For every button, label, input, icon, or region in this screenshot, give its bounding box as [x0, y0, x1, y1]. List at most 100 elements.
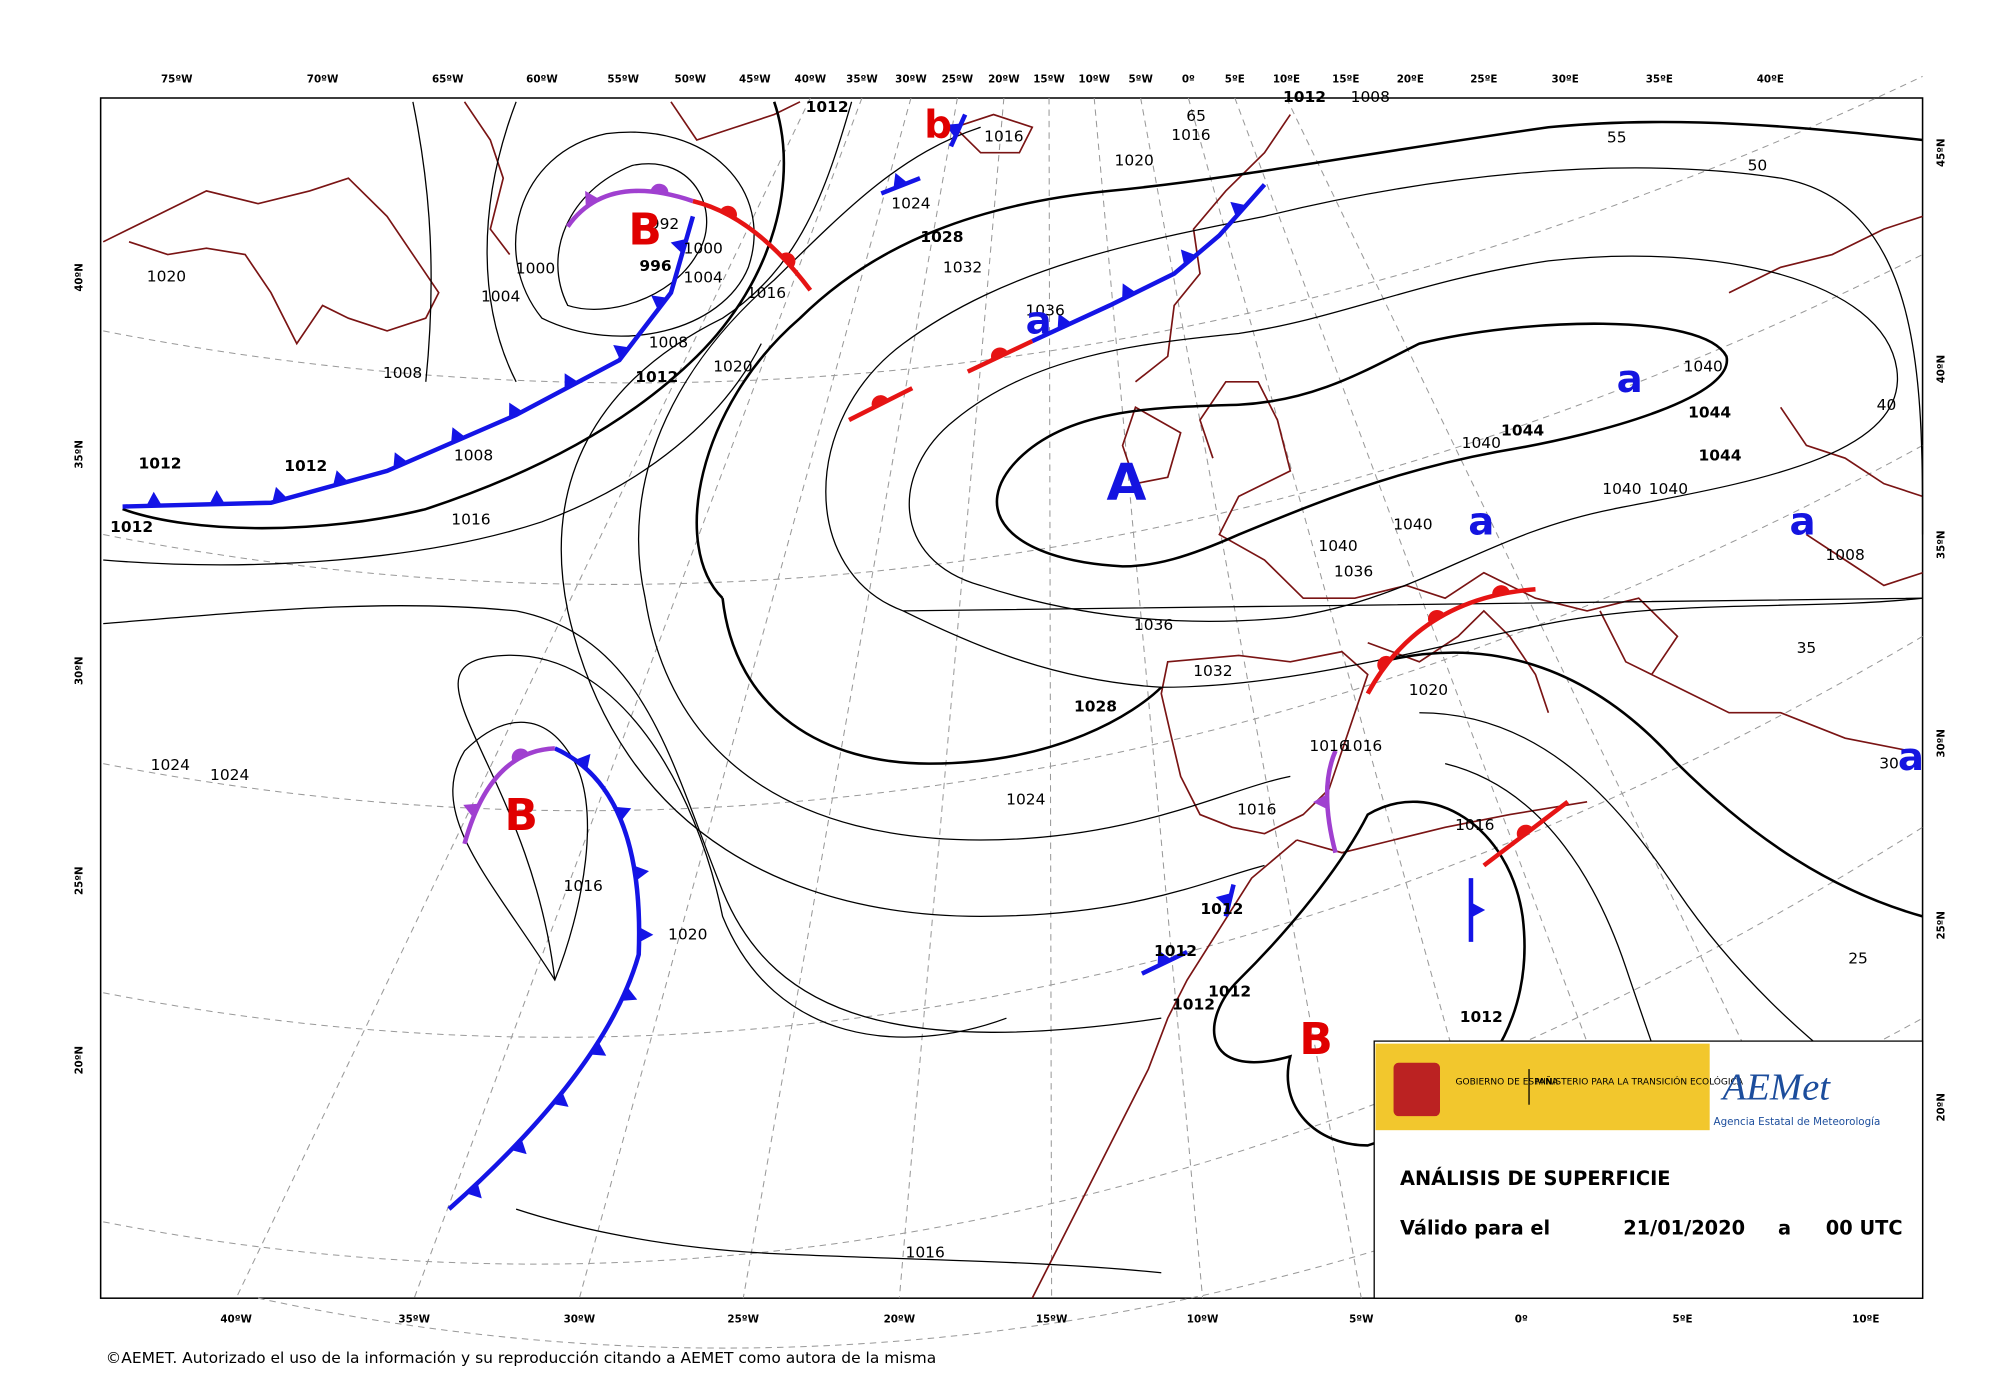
front-symbol [1180, 249, 1196, 266]
isobar-label: 1004 [481, 288, 520, 306]
front-symbol [509, 402, 523, 419]
front-symbol [463, 803, 480, 818]
isobar-label: 1016 [1455, 816, 1494, 834]
valid-date: 21/01/2020 [1623, 1217, 1745, 1240]
right-axis-label: 40ºN [1935, 355, 1947, 383]
isobar-label: 1012 [806, 98, 849, 116]
isobar [103, 343, 762, 566]
isobar-label: 1040 [1602, 480, 1641, 498]
isobar [638, 126, 1291, 841]
front-symbol [564, 373, 579, 390]
pressure-center: a [1790, 500, 1816, 545]
top-axis-label: 70ºW [307, 74, 339, 86]
meridian [1048, 97, 1053, 1299]
isobar-label: 1028 [920, 228, 963, 246]
isobar-label: 1004 [684, 269, 723, 287]
isobar-label: 1008 [383, 364, 422, 382]
front-symbol [1057, 313, 1072, 330]
isobar [515, 1208, 1162, 1274]
front-symbol [615, 806, 632, 821]
bottom-axis-label: 5ºE [1673, 1313, 1693, 1325]
right-axis-label: 20ºN [1935, 1093, 1947, 1121]
isobar-high [995, 322, 1728, 568]
pressure-center: a [1617, 357, 1643, 402]
warm-front [692, 198, 813, 292]
isobar-label: 1016 [1309, 737, 1348, 755]
top-axis-label: 5ºE [1225, 74, 1245, 86]
front-symbol [1313, 794, 1328, 810]
bottom-axis-label: 35ºW [398, 1313, 430, 1325]
isobar-label: 1044 [1688, 404, 1731, 422]
isobar-label: 1008 [454, 447, 493, 465]
isobar-label: 1020 [668, 925, 707, 943]
top-axis-label: 60ºW [526, 74, 558, 86]
top-axis-label: 5ºW [1128, 74, 1152, 86]
front-symbol [393, 452, 408, 469]
footer: ©AEMET. Autorizado el uso de la informac… [106, 1349, 936, 1367]
front-symbol [552, 1092, 569, 1107]
front-symbol [1157, 950, 1172, 967]
isobar-label: 1020 [713, 358, 752, 376]
parallel [103, 445, 1923, 812]
isobar-label: 1032 [943, 258, 982, 276]
valid-at: a [1778, 1217, 1791, 1240]
meridian [578, 97, 912, 1299]
isobar-label: 1024 [210, 766, 249, 784]
bottom-axis-label: 10ºE [1852, 1313, 1879, 1325]
isobars [103, 101, 1924, 1274]
isobar-label: 1040 [1649, 480, 1688, 498]
isobar-label: 55 [1607, 129, 1627, 147]
meridian [742, 97, 958, 1299]
meridian [1093, 97, 1204, 1299]
top-axis-label: 65ºW [432, 74, 464, 86]
labels: 75ºW 70ºW 65ºW 60ºW 55ºW 50ºW 45ºW 40ºW 35ºW 30ºW… [74, 74, 1948, 1326]
cold-front [447, 746, 642, 1211]
top-axis-label: 25ºE [1470, 74, 1497, 86]
isobar-label: 1012 [1172, 995, 1215, 1013]
meridian [413, 97, 863, 1299]
right-axis-label: 35ºN [1935, 531, 1947, 559]
top-axis-label: 35ºW [846, 74, 878, 86]
bottom-axis-label: 30ºW [564, 1313, 596, 1325]
isobar-label: 1016 [1171, 126, 1210, 144]
front-symbol [1492, 585, 1511, 596]
isobar-bold [122, 101, 786, 530]
top-axis-label: 30ºW [895, 74, 927, 86]
front-symbol [1377, 655, 1392, 672]
info-title: ANÁLISIS DE SUPERFICIE [1400, 1167, 1670, 1190]
valid-label: Válido para el [1400, 1217, 1550, 1240]
parallel [103, 826, 1923, 1265]
info-box: GOBIERNO DE ESPAÑA MINISTERIO PARA LA TR… [1373, 1040, 1924, 1299]
pressure-center: A [1106, 454, 1146, 514]
isobar-label: 996 [639, 257, 671, 275]
front-symbol [670, 238, 687, 254]
meridian [1285, 97, 1867, 1299]
isobar-label: 1044 [1698, 447, 1741, 465]
front-symbol [871, 395, 889, 409]
front-symbol [613, 344, 630, 360]
bottom-axis-label: 25ºW [727, 1313, 759, 1325]
front-symbol [720, 205, 737, 220]
front-symbol [893, 172, 908, 189]
pressure-center: B [505, 791, 538, 841]
front-symbol [590, 1041, 607, 1056]
front-symbol [1427, 609, 1445, 624]
isobar-label: 1028 [1074, 698, 1117, 716]
front-symbol [621, 986, 638, 1001]
occ-front [565, 188, 694, 228]
front-symbol [650, 183, 669, 195]
isobar-label: 1024 [151, 756, 190, 774]
top-axis-label: 45ºW [739, 74, 771, 86]
isobar-label: 1036 [1025, 302, 1064, 320]
meridian [898, 97, 1005, 1299]
top-axis-label: 10ºE [1273, 74, 1300, 86]
meridian [1140, 97, 1362, 1299]
parallel [103, 75, 1923, 384]
isobar-label: 1012 [1283, 88, 1326, 106]
top-axis-label: 55ºW [607, 74, 639, 86]
isobar-label: 1020 [1409, 681, 1448, 699]
isobar-label: 65 [1186, 107, 1206, 125]
isobar [557, 163, 708, 310]
